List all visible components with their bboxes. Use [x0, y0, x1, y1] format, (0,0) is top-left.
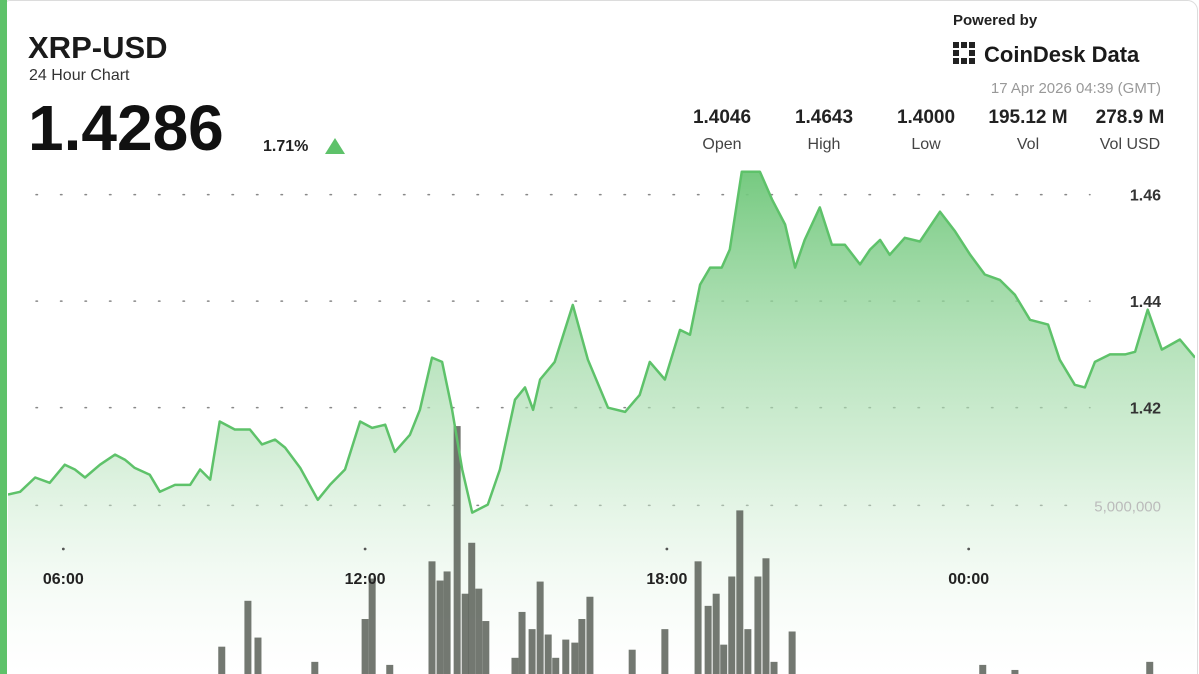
stat-label: Vol: [1017, 136, 1039, 153]
volume-bar: [661, 629, 669, 674]
volume-bar: [468, 542, 476, 674]
volume-bar: [712, 593, 720, 674]
timestamp: 17 Apr 2026 04:39 (GMT): [991, 80, 1161, 97]
stat-value: 1.4643: [795, 107, 853, 128]
stat-value: 1.4046: [693, 107, 751, 128]
subtitle: 24 Hour Chart: [29, 67, 130, 84]
price-line: [8, 170, 1195, 514]
x-tick-label: 18:00: [646, 571, 687, 588]
volume-bar: [562, 639, 570, 674]
volume-bar: [744, 629, 752, 674]
volume-bar: [578, 619, 586, 674]
volume-bar: [443, 571, 451, 674]
stat-value: 278.9 M: [1096, 107, 1165, 128]
volume-bar: [770, 661, 778, 674]
x-tick-mark: [363, 547, 367, 551]
volume-bar: [1011, 669, 1019, 674]
volume-bar: [436, 580, 444, 674]
y-tick-label: 1.44: [1130, 294, 1161, 311]
stat-label: Open: [702, 136, 741, 153]
volume-bar: [979, 664, 987, 674]
title: XRP-USD: [28, 30, 168, 65]
stat-label: Low: [911, 136, 941, 153]
brand: CoinDesk Data: [984, 42, 1140, 67]
price: 1.4286: [28, 92, 224, 164]
x-tick-label: 00:00: [948, 571, 989, 588]
volume-bar: [754, 576, 762, 674]
y-tick-label: 1.46: [1130, 188, 1161, 205]
x-tick-label: 12:00: [345, 571, 386, 588]
volume-bar: [704, 605, 712, 674]
y2-tick-label: 5,000,000: [1094, 498, 1161, 515]
volume-bar: [736, 510, 744, 674]
powered-by: Powered by: [953, 12, 1038, 29]
volume-bar: [461, 593, 469, 674]
volume-bar: [361, 619, 369, 674]
volume-bar: [552, 657, 560, 674]
stat-label: High: [808, 136, 841, 153]
volume-bar: [482, 621, 490, 674]
y-tick-label: 1.42: [1130, 401, 1161, 418]
volume-bar: [694, 561, 702, 674]
accent-bar: [0, 0, 7, 674]
volume-bar: [518, 611, 526, 674]
change: 1.71%: [263, 138, 308, 155]
plot: [8, 170, 1195, 674]
volume-bar: [453, 426, 461, 674]
volume-bar: [218, 646, 226, 674]
x-tick-mark: [967, 547, 971, 551]
volume-bar: [511, 657, 519, 674]
volume-bar: [475, 588, 483, 674]
volume-bar: [536, 581, 544, 674]
stat-value: 195.12 M: [988, 107, 1067, 128]
volume-bar: [428, 561, 436, 674]
volume-bar: [1146, 661, 1154, 674]
volume-bar: [720, 644, 728, 674]
price-area: [8, 171, 1195, 674]
volume-bar: [368, 578, 376, 674]
volume-bar: [586, 596, 594, 674]
volume-bar: [788, 631, 796, 674]
x-tick-mark: [61, 547, 65, 551]
brand-logo: [953, 42, 975, 64]
volume-bar: [244, 600, 252, 674]
volume-bar: [311, 661, 319, 674]
volume-bar: [386, 664, 394, 674]
stat-value: 1.4000: [897, 107, 955, 128]
volume-bar: [544, 634, 552, 674]
volume-bar: [762, 558, 770, 674]
volume-bar: [254, 637, 262, 674]
stat-label: Vol USD: [1100, 136, 1160, 153]
volume-bar: [728, 576, 736, 674]
volume-bar: [571, 642, 579, 674]
up-arrow: [325, 138, 345, 154]
x-tick-label: 06:00: [43, 571, 84, 588]
x-tick-mark: [665, 547, 669, 551]
volume-bar: [628, 649, 636, 674]
volume-bar: [528, 629, 536, 674]
